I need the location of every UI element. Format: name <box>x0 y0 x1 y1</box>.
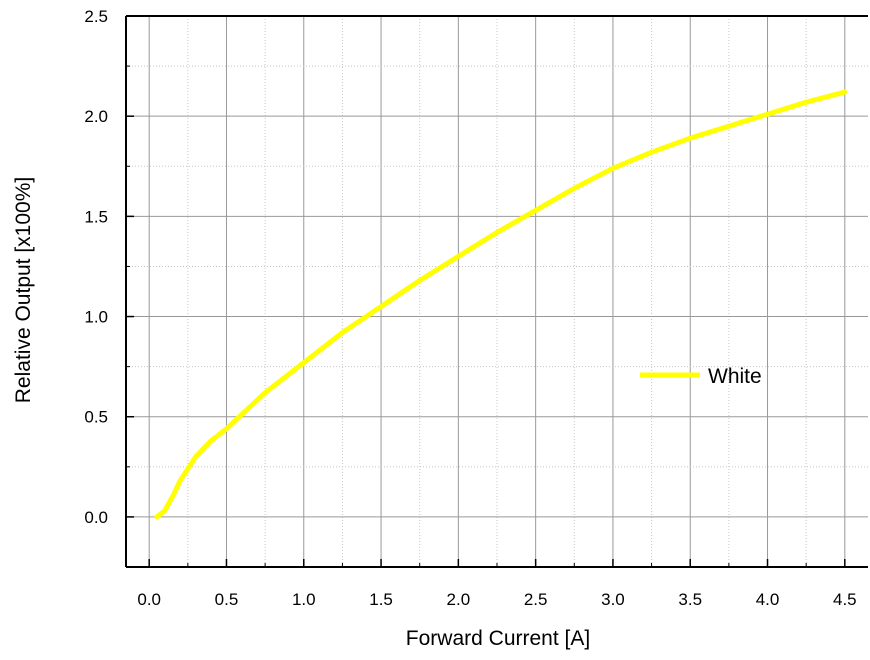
x-tick-label: 2.5 <box>524 590 548 609</box>
y-tick-label: 2.0 <box>84 107 108 126</box>
y-axis-title: Relative Output [x100%] <box>12 177 35 403</box>
x-tick-label: 3.0 <box>601 590 625 609</box>
x-tick-label: 0.0 <box>137 590 161 609</box>
legend-label-white: White <box>708 365 762 388</box>
legend: White <box>640 365 762 388</box>
y-tick-label: 2.5 <box>84 7 108 26</box>
series-layer <box>154 89 848 520</box>
x-axis-title: Forward Current [A] <box>406 627 590 650</box>
x-tick-label: 3.5 <box>678 590 702 609</box>
x-tick-label: 4.5 <box>833 590 857 609</box>
y-tick-label: 1.0 <box>84 308 108 327</box>
y-tick-label: 1.5 <box>84 207 108 226</box>
y-tick-label: 0.5 <box>84 408 108 427</box>
x-tick-label: 2.0 <box>447 590 471 609</box>
axis-ticks: 0.0 0.5 1.0 1.5 2.0 2.5 3.0 3.5 4.0 4.5 0.0 0.5 1.0 1… <box>84 7 856 609</box>
x-tick-label: 1.5 <box>369 590 393 609</box>
y-tick-label: 0.0 <box>84 508 108 527</box>
series-line-white <box>154 89 848 520</box>
x-tick-label: 0.5 <box>215 590 239 609</box>
x-tick-label: 4.0 <box>756 590 780 609</box>
x-tick-label: 1.0 <box>292 590 316 609</box>
grid <box>126 15 868 568</box>
